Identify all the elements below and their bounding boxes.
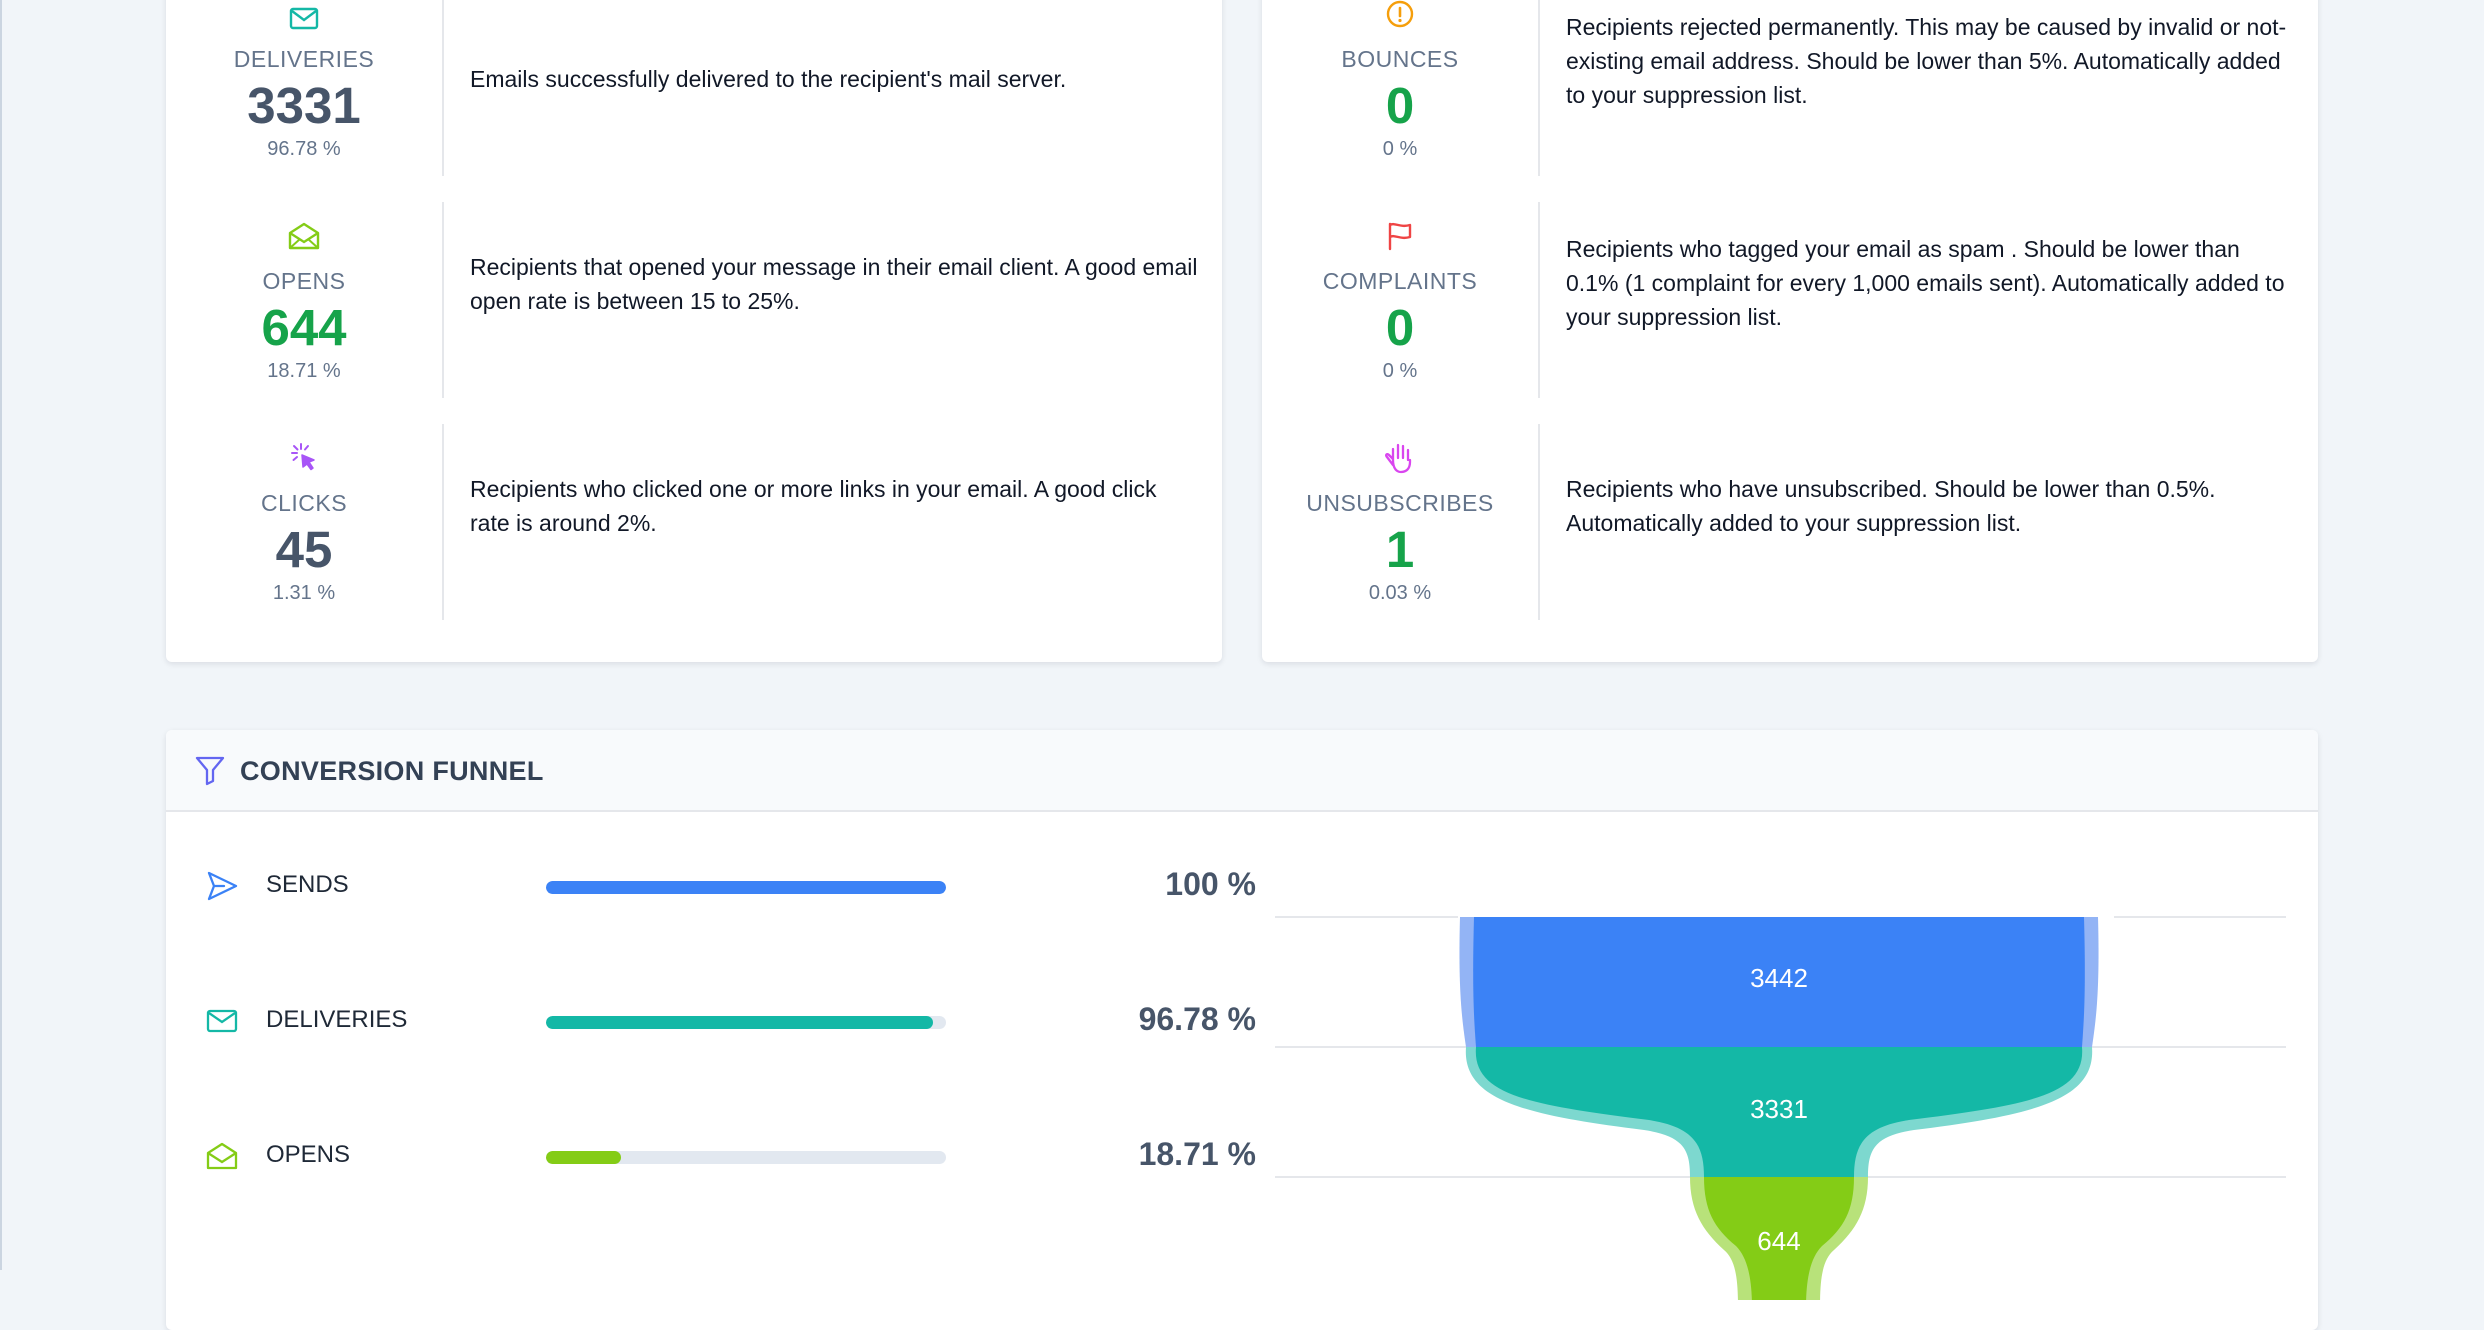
funnel-row-label: SENDS <box>266 871 349 898</box>
funnel-progress-track <box>546 1151 946 1164</box>
envelope-open-icon <box>206 1142 238 1170</box>
delivery-stats-card: DELIVERIES 3331 96.78 % Emails successfu… <box>166 0 1222 662</box>
stat-label: UNSUBSCRIBES <box>1306 490 1494 516</box>
stat-summary: CLICKS 45 1.31 % <box>166 424 444 620</box>
funnel-row-sends: SENDS 100 % <box>166 856 1256 916</box>
stat-row-opens: OPENS 644 18.71 % Recipients that opened… <box>166 202 1222 398</box>
envelope-icon <box>206 1009 238 1033</box>
envelope-icon <box>289 7 319 30</box>
stat-description: Recipients who tagged your email as spam… <box>1566 236 2285 330</box>
stat-description: Recipients who clicked one or more links… <box>470 476 1157 536</box>
funnel-header: CONVERSION FUNNEL <box>166 730 2318 812</box>
stat-label: COMPLAINTS <box>1322 268 1478 294</box>
stat-value: 1 <box>1385 521 1415 578</box>
stat-value: 3331 <box>247 77 361 134</box>
stat-value: 644 <box>261 299 347 356</box>
stat-summary: UNSUBSCRIBES 1 0.03 % <box>1262 424 1540 620</box>
funnel-row-deliveries: DELIVERIES 96.78 % <box>166 991 1256 1051</box>
envelope-open-icon <box>288 222 320 250</box>
stat-row-deliveries: DELIVERIES 3331 96.78 % Emails successfu… <box>166 0 1222 176</box>
funnel-segment-deliveries <box>1475 1047 2083 1177</box>
stat-description: Recipients rejected permanently. This ma… <box>1566 14 2287 108</box>
cursor-click-icon <box>291 443 315 471</box>
stat-label: OPENS <box>262 268 346 294</box>
funnel-row-percent: 96.78 % <box>1138 1001 1256 1037</box>
stat-summary: OPENS 644 18.71 % <box>166 202 444 398</box>
funnel-row-label: DELIVERIES <box>266 1006 408 1033</box>
stat-label: CLICKS <box>260 490 348 516</box>
funnel-progress-fill <box>546 1016 934 1029</box>
stat-percent: 1.31 % <box>272 582 336 604</box>
conversion-funnel-card: CONVERSION FUNNEL SENDS 100 % DELIVERIES… <box>166 730 2318 1330</box>
stat-summary: BOUNCES 0 0 % <box>1262 0 1540 176</box>
stat-percent: 0 % <box>1382 360 1418 382</box>
funnel-segment-sends <box>1473 917 2085 1047</box>
stat-row-bounces: BOUNCES 0 0 % Recipients rejected perman… <box>1262 0 2318 176</box>
stat-summary: DELIVERIES 3331 96.78 % <box>166 0 444 176</box>
window-edge <box>0 0 2 1270</box>
funnel-value-label: 3331 <box>1750 1094 1808 1124</box>
funnel-progress-track <box>546 881 946 894</box>
stat-label: BOUNCES <box>1341 46 1459 72</box>
stat-row-unsubscribes: UNSUBSCRIBES 1 0.03 % Recipients who hav… <box>1262 424 2318 620</box>
stat-description: Emails successfully delivered to the rec… <box>470 66 1067 92</box>
stat-percent: 96.78 % <box>267 138 341 160</box>
funnel-progress-fill <box>546 1151 621 1164</box>
stat-percent: 18.71 % <box>267 360 341 382</box>
stat-value: 0 <box>1385 77 1415 134</box>
funnel-value-label: 644 <box>1757 1226 1800 1256</box>
hand-icon <box>1385 443 1412 474</box>
stat-percent: 0.03 % <box>1368 582 1432 604</box>
stat-percent: 0 % <box>1382 138 1418 160</box>
stat-summary: COMPLAINTS 0 0 % <box>1262 202 1540 398</box>
funnel-icon <box>195 756 225 786</box>
funnel-segment-opens <box>1704 1177 1854 1300</box>
stat-row-complaints: COMPLAINTS 0 0 % Recipients who tagged y… <box>1262 202 2318 398</box>
funnel-chart: 3442 3331 644 <box>1275 916 2286 1300</box>
stat-row-clicks: CLICKS 45 1.31 % Recipients who clicked … <box>166 424 1222 620</box>
problem-stats-card: BOUNCES 0 0 % Recipients rejected perman… <box>1262 0 2318 662</box>
funnel-row-percent: 18.71 % <box>1138 1136 1256 1172</box>
funnel-progress-track <box>546 1016 946 1029</box>
funnel-progress-fill <box>546 881 946 894</box>
funnel-value-label: 3442 <box>1750 963 1808 993</box>
paper-plane-icon <box>207 871 238 901</box>
stat-description: Recipients who have unsubscribed. Should… <box>1566 476 2216 536</box>
stat-value: 45 <box>275 521 333 578</box>
stat-description: Recipients that opened your message in t… <box>470 254 1198 314</box>
alert-circle-icon <box>1386 0 1414 28</box>
funnel-title: CONVERSION FUNNEL <box>240 756 544 786</box>
stat-label: DELIVERIES <box>233 46 375 72</box>
stat-value: 0 <box>1385 299 1415 356</box>
flag-icon <box>1388 222 1412 251</box>
funnel-row-label: OPENS <box>266 1141 351 1168</box>
funnel-row-opens: OPENS 18.71 % <box>166 1126 1256 1186</box>
funnel-row-percent: 100 % <box>1165 866 1256 902</box>
